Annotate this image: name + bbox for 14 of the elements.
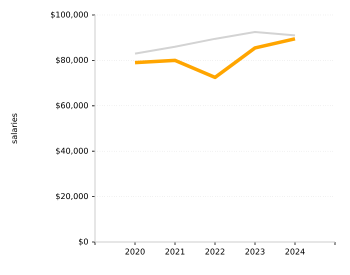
y-tick-label: $60,000	[56, 102, 88, 110]
x-tick-label: 2020	[125, 248, 145, 255]
line-series	[134, 31, 296, 55]
x-tick-label: 2023	[245, 248, 265, 255]
y-tick-label: $40,000	[56, 148, 88, 155]
x-tick-label: 2022	[205, 248, 224, 255]
y-tick-label: $20,000	[56, 192, 88, 200]
line-series	[133, 37, 297, 80]
x-tick-label: 2024	[285, 248, 305, 255]
y-tick-label: $80,000	[56, 56, 88, 64]
y-axis-title: salaries	[10, 113, 18, 144]
y-tick-label: $0	[78, 238, 88, 246]
x-tick-label: 2021	[165, 248, 184, 255]
y-tick-label: $100,000	[50, 11, 88, 19]
